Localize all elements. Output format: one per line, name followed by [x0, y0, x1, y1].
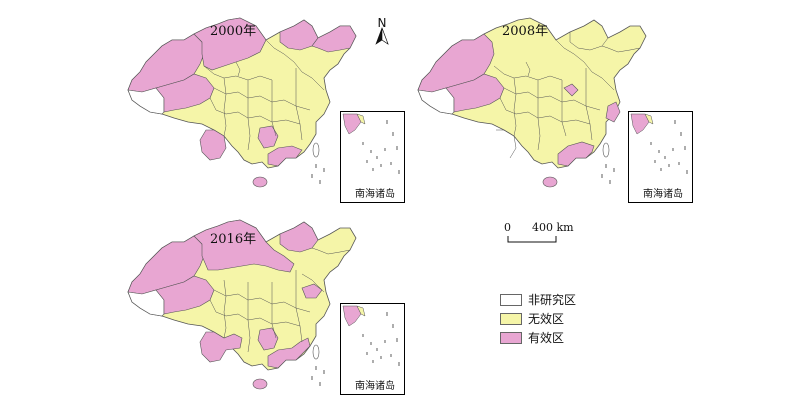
region-small-effective	[563, 83, 579, 97]
map-2016	[127, 219, 357, 390]
province-borders	[493, 32, 641, 159]
region-taiwan	[602, 142, 610, 158]
inset-map	[342, 305, 400, 366]
legend-item-ineffective: 无效区	[500, 309, 576, 328]
legend-swatch	[500, 331, 522, 344]
legend-swatch	[500, 312, 522, 325]
year-label-2016: 2016年	[210, 232, 257, 247]
region-taiwan	[312, 344, 320, 360]
north-arrow-icon	[375, 27, 389, 45]
scale-bar-zero: 0	[504, 221, 511, 234]
legend-item-effective: 有效区	[500, 328, 576, 347]
inset-map	[630, 113, 688, 174]
legend-label: 有效区	[528, 331, 565, 345]
region-hunan	[257, 327, 279, 351]
province-borders	[203, 39, 325, 151]
legend-item-non-study: 非研究区	[500, 290, 576, 309]
offshore-islands	[311, 366, 325, 386]
region-hainan	[542, 176, 558, 188]
region-hainan	[252, 378, 268, 390]
region-hainan	[252, 176, 268, 188]
region-heilongjiang	[279, 221, 319, 253]
region-yunnan-guizhou	[199, 331, 243, 363]
legend-swatch	[500, 293, 522, 306]
inset-label: 南海诸岛	[355, 189, 395, 200]
inset-south-china-sea-2016: 南海诸岛	[340, 303, 405, 395]
region-inner-mongolia	[193, 17, 267, 71]
region-inner-mongolia	[193, 219, 295, 273]
offshore-islands	[601, 164, 615, 184]
region-jilin	[311, 25, 357, 53]
inset-label: 南海诸岛	[355, 381, 395, 392]
region-hunan	[257, 125, 279, 149]
region-zhejiang	[605, 101, 621, 123]
legend: 非研究区 无效区 有效区	[500, 290, 576, 347]
province-borders	[209, 247, 351, 353]
region-taiwan	[312, 142, 320, 158]
region-non-study	[127, 289, 165, 317]
region-guangdong	[267, 337, 311, 369]
region-guangdong	[267, 145, 303, 167]
year-label-2008: 2008年	[502, 24, 549, 39]
scale-bar-distance: 400 km	[532, 221, 574, 234]
inset-label: 南海诸岛	[643, 189, 683, 200]
region-guangdong	[557, 141, 595, 167]
inset-south-china-sea-2000: 南海诸岛	[340, 111, 405, 203]
region-non-study	[417, 87, 455, 115]
legend-label: 非研究区	[528, 293, 577, 307]
map-2008	[417, 17, 647, 188]
map-2000	[127, 17, 357, 188]
offshore-islands	[311, 164, 325, 184]
region-shandong	[301, 283, 323, 299]
north-letter: N	[377, 16, 387, 30]
legend-label: 无效区	[528, 312, 565, 326]
north-arrow: N	[374, 12, 390, 31]
inset-map	[342, 113, 400, 174]
region-non-study	[127, 87, 165, 115]
scale-bar-line	[507, 236, 557, 243]
region-yunnan	[199, 129, 227, 161]
year-label-2000: 2000年	[210, 24, 257, 39]
inset-south-china-sea-2008: 南海诸岛	[628, 111, 693, 203]
